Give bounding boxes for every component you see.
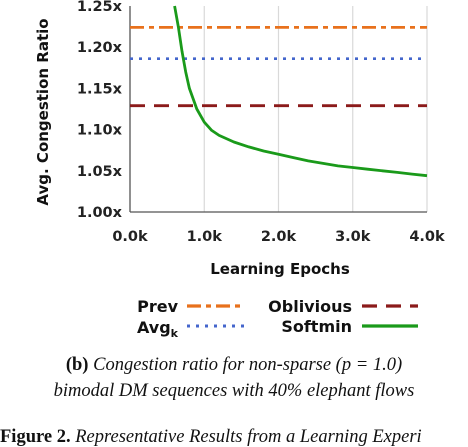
caption-line-3: Figure 2. Representative Results from a … [0, 428, 468, 447]
legend-label-avg-main: Avg [137, 318, 171, 337]
caption-line-1-end: ) [395, 355, 403, 375]
y-tick-label: 1.20x [77, 40, 123, 56]
caption-line-2-text: bimodal DM sequences with 40% elephant f… [53, 381, 415, 401]
y-tick-label: 1.15x [77, 81, 123, 97]
x-tick-label: 0.0k [112, 229, 148, 245]
caption-line-2: bimodal DM sequences with 40% elephant f… [0, 382, 468, 401]
x-tick-label: 4.0k [409, 229, 445, 245]
y-tick-label: 1.10x [77, 123, 123, 139]
x-axis-title: Learning Epochs [210, 260, 350, 278]
x-tick-label: 2.0k [261, 229, 297, 245]
axes-layer [129, 6, 427, 213]
caption-line-1-text: Congestion ratio for non-sparse ( [93, 355, 342, 375]
legend: Prev Oblivious Avgk Softmin [137, 297, 418, 340]
figure-label: Figure 2. [0, 427, 71, 447]
y-tick-label: 1.00x [77, 205, 123, 221]
grid-layer [203, 6, 428, 212]
y-tick-label: 1.05x [77, 164, 123, 180]
congestion-chart: 0.0k 1.0k 2.0k 3.0k 4.0k 1.00x 1.05x 1.10x 1.15x… [34, 0, 445, 340]
y-axis-title: Avg. Congestion Ratio [34, 18, 52, 205]
caption-line-1: (b) Congestion ratio for non-sparse (p =… [0, 356, 468, 375]
series-layer [130, 5, 428, 178]
legend-label-avg-subscript: k [171, 327, 179, 340]
legend-label-prev: Prev [137, 297, 178, 316]
legend-label-softmin: Softmin [281, 317, 352, 336]
figure-caption-text: Representative Results from a Learning E… [75, 427, 422, 447]
legend-label-oblivious: Oblivious [268, 297, 352, 316]
legend-label-avg: Avgk [137, 318, 179, 340]
caption-math: p = 1.0 [341, 355, 396, 375]
x-tick-label: 1.0k [187, 229, 223, 245]
ticks-layer: 0.0k 1.0k 2.0k 3.0k 4.0k 1.00x 1.05x 1.10x 1.15x… [77, 0, 445, 245]
x-tick-label: 3.0k [335, 229, 371, 245]
y-tick-label: 1.25x [77, 0, 123, 15]
caption-label: (b) [65, 355, 89, 375]
series-line-softmin [173, 5, 428, 178]
